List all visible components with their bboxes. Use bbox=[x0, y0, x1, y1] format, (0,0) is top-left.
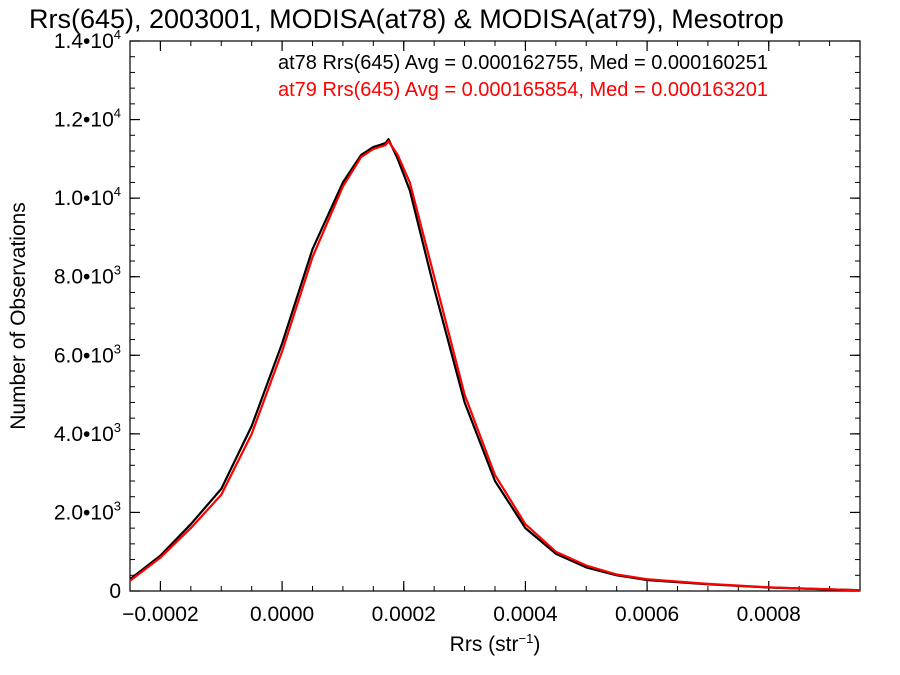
y-tick-label-exponent: 4 bbox=[114, 27, 121, 42]
x-axis-label-close: ) bbox=[533, 633, 540, 656]
y-tick-label: 8.0•103 bbox=[54, 263, 121, 289]
x-tick-label: 0.0008 bbox=[737, 603, 801, 626]
x-tick-label: 0.0002 bbox=[372, 603, 436, 626]
y-axis-label: Number of Observations bbox=[7, 202, 30, 430]
y-tick-label-mantissa: 8.0•10 bbox=[54, 266, 114, 289]
series-line-at78 bbox=[129, 138, 861, 592]
plot-frame bbox=[129, 40, 861, 592]
y-tick-label-mantissa: 0 bbox=[109, 580, 121, 603]
x-tick-label: −0.0002 bbox=[122, 603, 199, 626]
y-tick-label-exponent: 3 bbox=[114, 420, 121, 435]
series-lines bbox=[129, 138, 861, 592]
y-tick-labels: 02.0•1034.0•1036.0•1038.0•1031.0•1041.2•… bbox=[54, 27, 121, 603]
y-tick-label-exponent: 3 bbox=[114, 498, 121, 513]
y-tick-label-exponent: 4 bbox=[114, 184, 121, 199]
y-tick-label: 2.0•103 bbox=[54, 498, 121, 524]
y-tick-label-mantissa: 4.0•10 bbox=[54, 423, 114, 446]
y-tick-label-mantissa: 1.2•10 bbox=[54, 109, 114, 132]
y-tick-label: 4.0•103 bbox=[54, 420, 121, 446]
x-tick-label: 0.0000 bbox=[250, 603, 314, 626]
x-tick-label: 0.0006 bbox=[615, 603, 679, 626]
chart-title: Rrs(645), 2003001, MODISA(at78) & MODISA… bbox=[29, 4, 784, 34]
y-tick-label: 6.0•103 bbox=[54, 341, 121, 367]
y-tick-label: 0 bbox=[109, 580, 121, 603]
y-tick-label-exponent: 3 bbox=[114, 341, 121, 356]
x-tick-labels: −0.0002 0.0000 0.0002 0.0004 0.0006 0.0008 bbox=[122, 603, 801, 626]
x-axis-label-exponent: −1 bbox=[519, 631, 534, 646]
stats-text-at78: at78 Rrs(645) Avg = 0.000162755, Med = 0… bbox=[278, 52, 768, 74]
x-tick-label: 0.0004 bbox=[493, 603, 558, 626]
axis-ticks bbox=[129, 40, 861, 592]
stats-text-at79: at79 Rrs(645) Avg = 0.000165854, Med = 0… bbox=[278, 79, 768, 101]
y-tick-label-exponent: 4 bbox=[114, 106, 121, 121]
series-line-at79 bbox=[129, 140, 861, 592]
y-tick-label: 1.2•104 bbox=[54, 106, 121, 132]
y-tick-label-mantissa: 6.0•10 bbox=[54, 344, 114, 367]
y-tick-label-mantissa: 1.0•10 bbox=[54, 187, 114, 210]
y-tick-label-mantissa: 1.4•10 bbox=[54, 30, 114, 53]
y-tick-label: 1.4•104 bbox=[54, 27, 121, 53]
y-tick-label-mantissa: 2.0•10 bbox=[54, 501, 114, 524]
x-axis-label-main: Rrs (str bbox=[450, 633, 519, 656]
y-tick-label: 1.0•104 bbox=[54, 184, 121, 210]
x-axis-label: Rrs (str−1) bbox=[450, 631, 541, 656]
y-tick-label-exponent: 3 bbox=[114, 263, 121, 278]
